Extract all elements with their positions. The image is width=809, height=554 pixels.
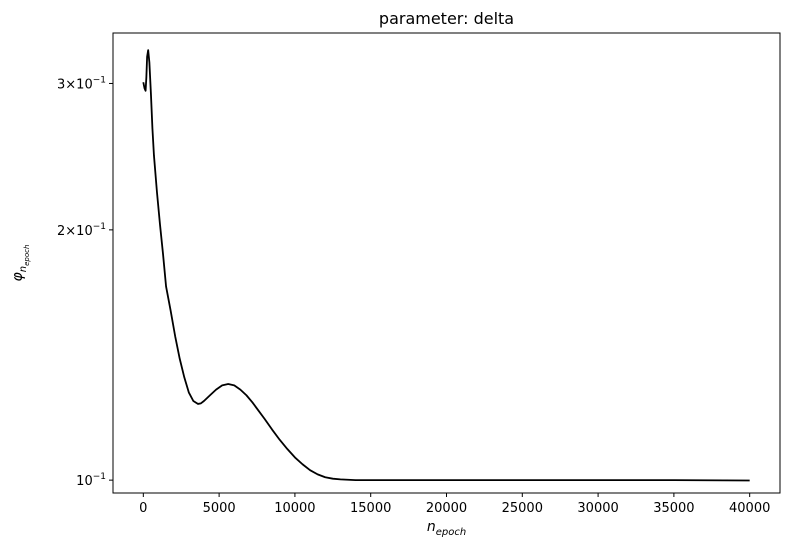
y-tick-label: 3×10−1 [57, 75, 106, 92]
x-tick-label: 0 [139, 501, 147, 516]
x-tick-label: 35000 [653, 501, 694, 516]
x-tick-label: 15000 [350, 501, 391, 516]
y-tick-label: 10−1 [76, 472, 106, 489]
x-tick-label: 25000 [502, 501, 543, 516]
axes-frame [112, 32, 781, 494]
y-axis-label: φnepoch [10, 245, 31, 282]
chart-title: parameter: delta [379, 9, 514, 28]
x-tick-label: 5000 [203, 501, 236, 516]
y-axis-ticks: 3×10−1 2×10−1 10−1 [57, 75, 113, 489]
plot-area [112, 32, 781, 494]
y-tick-label: 2×10−1 [57, 222, 106, 239]
series-line-0 [142, 49, 750, 482]
x-axis-label: nepoch [427, 519, 466, 538]
x-axis-ticks: 0 5000 10000 15000 20000 25000 30000 35000 40000 [139, 493, 770, 516]
x-tick-label: 30000 [577, 501, 618, 516]
x-tick-label: 10000 [274, 501, 315, 516]
x-tick-label: 20000 [426, 501, 467, 516]
x-tick-label: 40000 [729, 501, 770, 516]
